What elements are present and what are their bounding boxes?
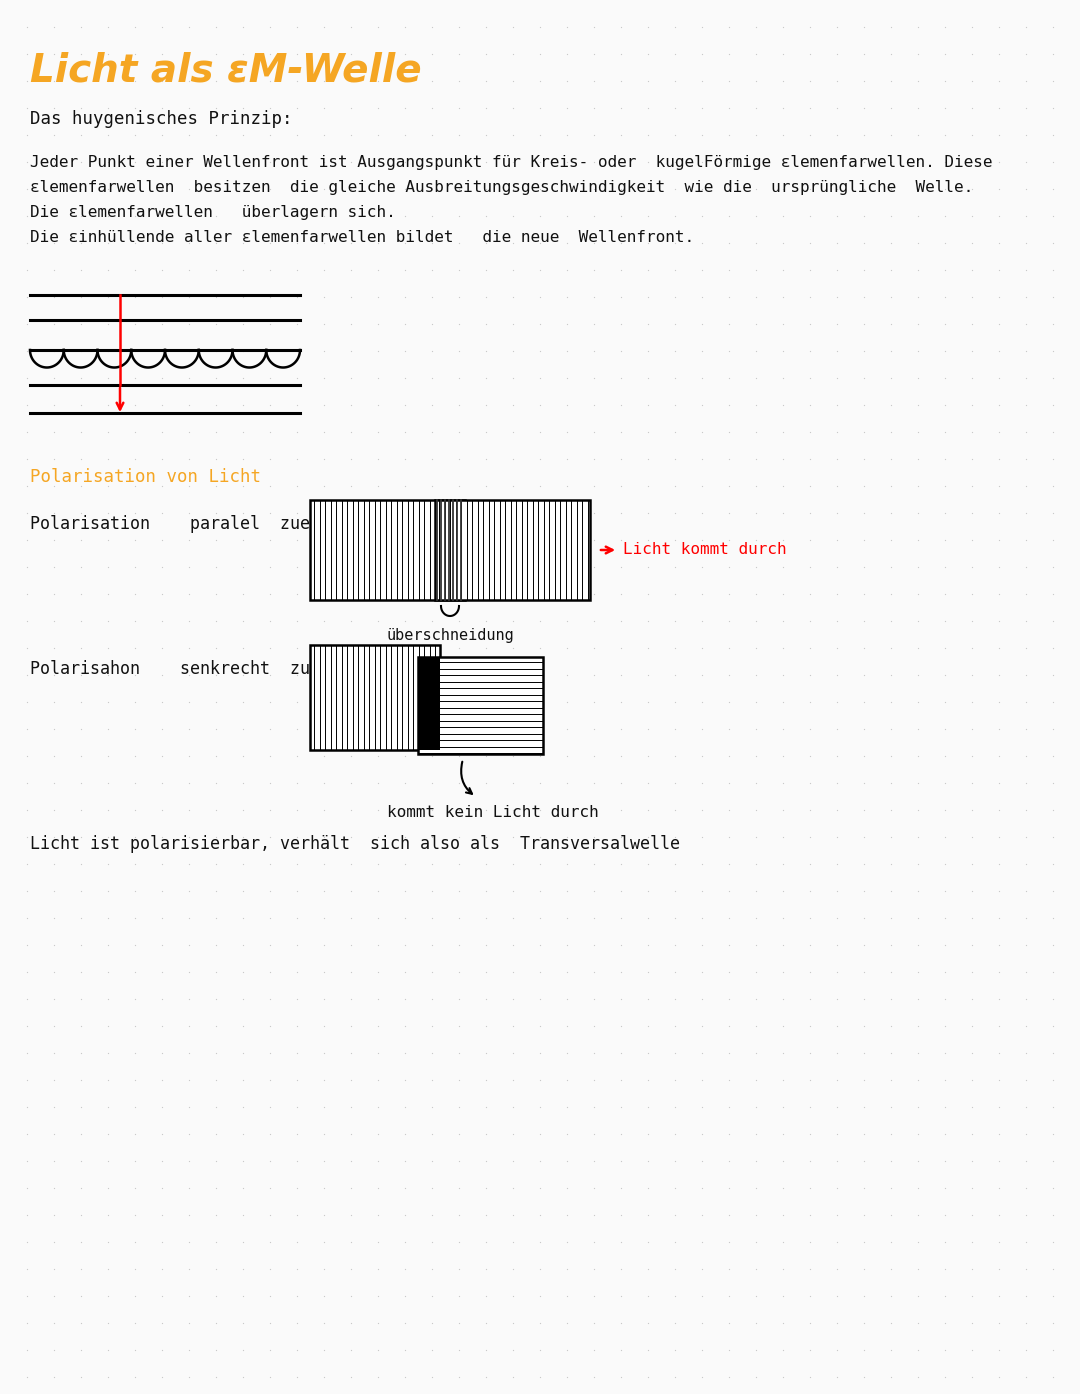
Text: Jeder Punkt einer Wellenfront ist Ausgangspunkt für Kreis- oder  kugelFörmige εl: Jeder Punkt einer Wellenfront ist Ausgan… — [30, 155, 993, 170]
Text: εlemenfarwellen  besitzen  die gleiche Ausbreitungsgeschwindigkeit  wie die  urs: εlemenfarwellen besitzen die gleiche Aus… — [30, 180, 973, 195]
Text: Das huygenisches Prinzip:: Das huygenisches Prinzip: — [30, 110, 293, 128]
Text: Die εlemenfarwellen   überlagern sich.: Die εlemenfarwellen überlagern sich. — [30, 205, 395, 220]
Text: kommt kein Licht durch: kommt kein Licht durch — [387, 804, 599, 820]
Text: Licht kommt durch: Licht kommt durch — [623, 542, 786, 558]
Bar — [418, 657, 440, 750]
Text: Licht ist polarisierbar, verhält  sich also als  Transversalwelle: Licht ist polarisierbar, verhält sich al… — [30, 835, 680, 853]
Bar — [435, 500, 590, 599]
Text: Polarisation    paralel  zueinander: Polarisation paralel zueinander — [30, 514, 380, 533]
Text: Polarisahon    senkrecht  zueinander: Polarisahon senkrecht zueinander — [30, 659, 390, 677]
Text: Die εinhüllende aller εlemenfarwellen bildet   die neue  Wellenfront.: Die εinhüllende aller εlemenfarwellen bi… — [30, 230, 694, 245]
Bar — [418, 657, 543, 754]
Bar — [310, 500, 465, 599]
Text: Polarisation von Licht: Polarisation von Licht — [30, 468, 261, 487]
Text: überschneidung: überschneidung — [387, 629, 514, 643]
Bar — [310, 645, 440, 750]
Text: Licht als εM-Welle: Licht als εM-Welle — [30, 52, 421, 91]
